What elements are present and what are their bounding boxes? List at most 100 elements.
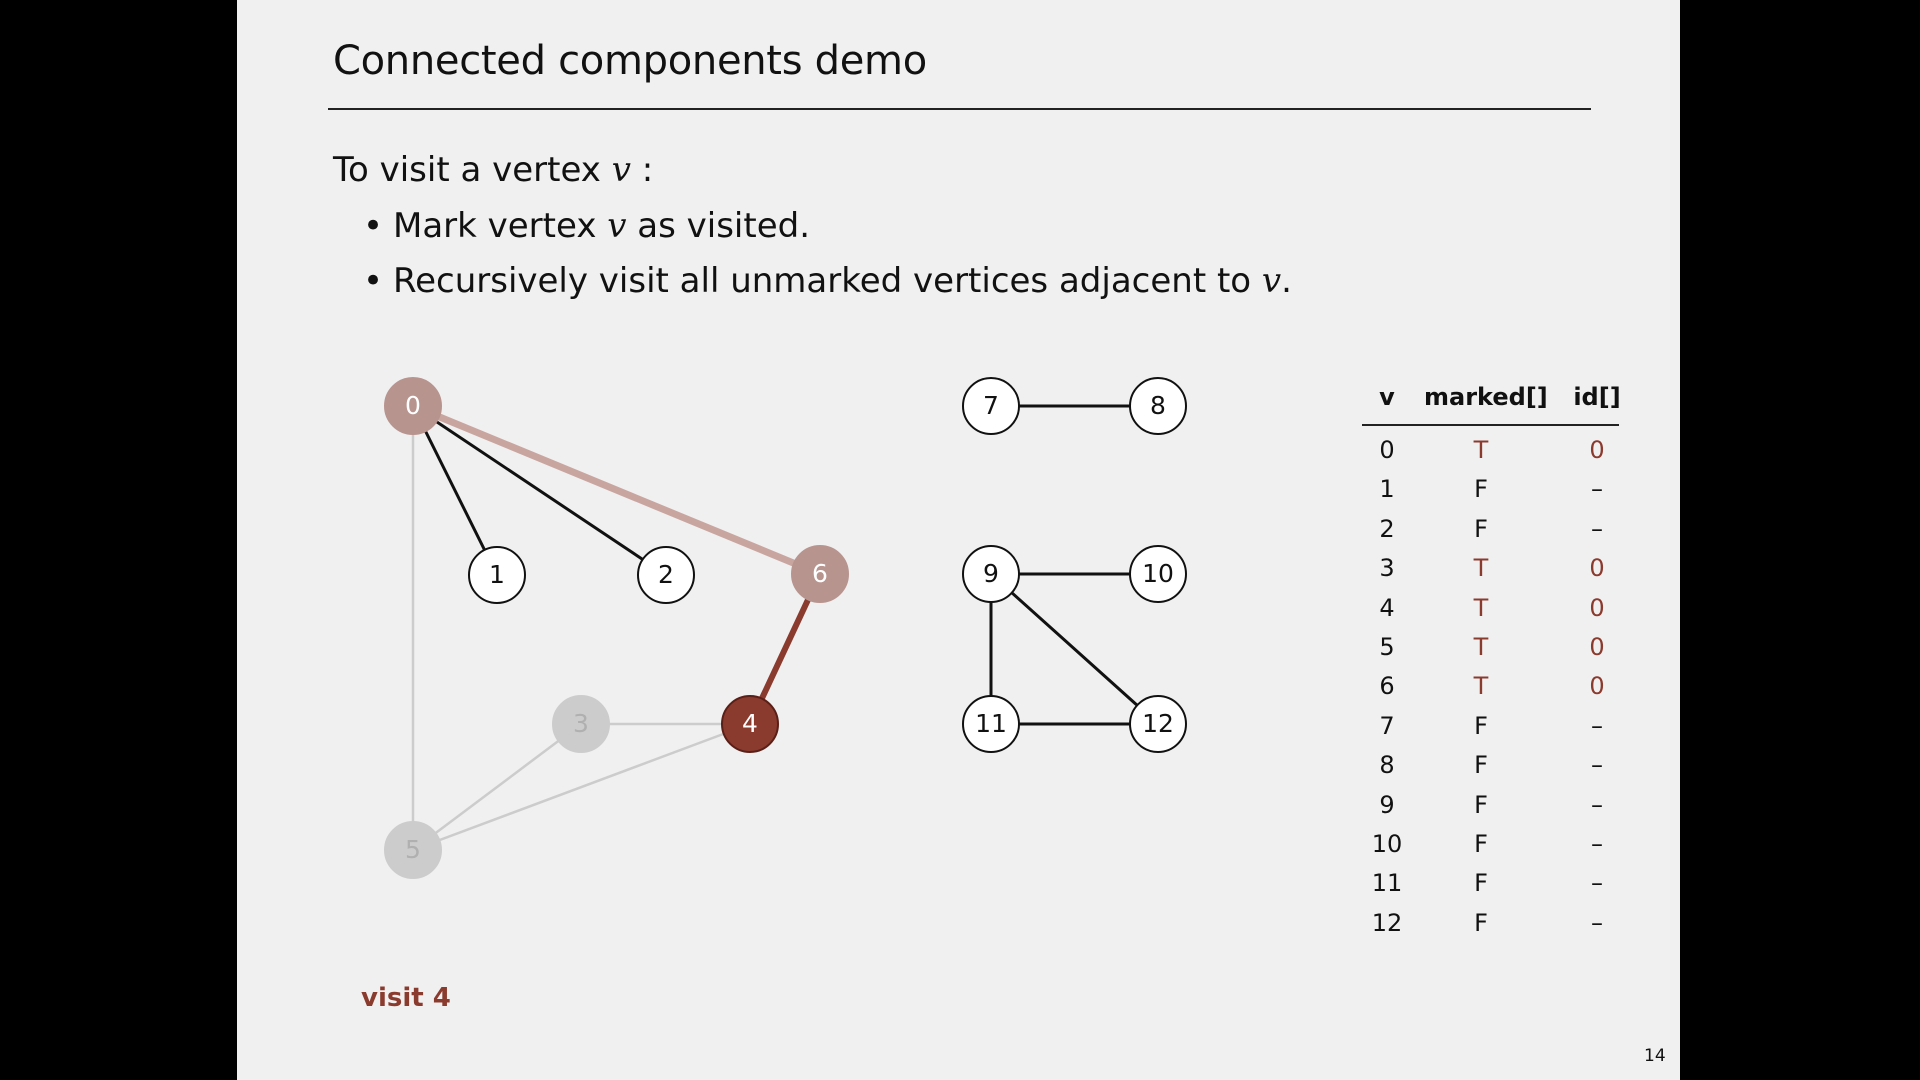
rule-intro: To visit a vertex v : — [333, 150, 653, 190]
vertex-label-3: 3 — [573, 709, 589, 738]
table-cell-v-6: 6 — [1379, 672, 1395, 701]
vertex-circle-11 — [962, 695, 1020, 753]
table-cell-v-12: 12 — [1371, 908, 1403, 937]
rule-intro-suffix: : — [630, 150, 654, 190]
bullet-mark-vertex: • Mark vertex v as visited. — [363, 206, 810, 246]
table-cell-marked-7: F — [1474, 711, 1488, 740]
vertex-0: 0 — [384, 377, 442, 435]
table-cell-v-11: 11 — [1371, 869, 1403, 898]
title-divider — [328, 108, 1591, 110]
table-cell-id-11: – — [1591, 869, 1603, 898]
edge-0-2 — [411, 404, 668, 577]
slide-title: Connected components demo — [333, 38, 927, 84]
table-cell-id-0: 0 — [1589, 436, 1605, 464]
vertex-circle-7 — [962, 377, 1020, 435]
edge-0-6 — [409, 402, 824, 578]
table-cell-marked-12: F — [1474, 908, 1488, 937]
table-header-id: id[] — [1573, 383, 1621, 411]
table-cell-marked-11: F — [1474, 869, 1488, 898]
table-header-v: v — [1379, 383, 1395, 411]
vertex-label-2: 2 — [658, 560, 674, 589]
table-cell-marked-3: T — [1473, 554, 1489, 583]
vertex-label-5: 5 — [405, 835, 421, 864]
vertex-circle-5 — [384, 821, 442, 879]
vertex-10: 10 — [1129, 545, 1187, 603]
table-cell-v-3: 3 — [1379, 554, 1395, 583]
table-cell-marked-8: F — [1474, 751, 1488, 780]
bullet-2-prefix: Recursively visit all unmarked vertices … — [393, 261, 1262, 301]
table-cell-id-12: – — [1591, 908, 1603, 937]
table-cell-marked-5: T — [1473, 633, 1489, 661]
rule-intro-prefix: To visit a vertex — [333, 150, 612, 190]
vertex-label-12: 12 — [1142, 709, 1174, 738]
vertex-label-0: 0 — [405, 391, 421, 420]
table-cell-v-2: 2 — [1379, 514, 1395, 543]
edge-9-12 — [989, 572, 1160, 726]
vertex-circle-1 — [468, 546, 526, 604]
vertex-1: 1 — [468, 546, 526, 604]
table-cell-marked-0: T — [1473, 436, 1489, 464]
table-cell-v-5: 5 — [1379, 633, 1395, 661]
vertex-8: 8 — [1129, 377, 1187, 435]
table-cell-marked-10: F — [1474, 830, 1488, 858]
bullet-point-2: • — [363, 261, 384, 301]
table-cell-id-2: – — [1591, 514, 1603, 543]
table-cell-marked-2: F — [1474, 514, 1488, 543]
page-number: 14 — [1644, 1046, 1666, 1066]
rule-intro-variable: v — [611, 150, 631, 190]
vertex-label-9: 9 — [983, 559, 999, 588]
vertex-label-8: 8 — [1150, 391, 1166, 420]
table-cell-id-7: – — [1591, 711, 1603, 740]
bullet-recursive-visit: • Recursively visit all unmarked vertices… — [363, 261, 1292, 301]
vertex-circle-9 — [962, 545, 1020, 603]
vertex-circle-2 — [637, 546, 695, 604]
vertex-label-6: 6 — [812, 559, 828, 588]
vertex-circle-8 — [1129, 377, 1187, 435]
vertex-circle-6 — [791, 545, 849, 603]
vertex-4: 4 — [721, 695, 779, 753]
table-cell-id-8: – — [1591, 751, 1603, 780]
edge-3-5 — [411, 722, 583, 852]
table-cell-v-7: 7 — [1379, 711, 1395, 740]
table-cell-id-6: 0 — [1589, 672, 1605, 701]
bullet-2-variable: v — [1261, 261, 1282, 301]
vertex-label-1: 1 — [489, 560, 505, 589]
vertex-label-10: 10 — [1142, 559, 1174, 588]
table-cell-v-9: 9 — [1379, 790, 1395, 819]
bullet-2-suffix: . — [1281, 261, 1292, 301]
bullet-1-variable: v — [607, 206, 627, 246]
vertex-label-7: 7 — [983, 391, 999, 420]
graph-edges — [409, 402, 1160, 852]
table-cell-marked-9: F — [1474, 790, 1488, 819]
vertex-11: 11 — [962, 695, 1020, 753]
status-text: visit 4 — [361, 983, 451, 1013]
table-header-marked: marked[] — [1424, 383, 1548, 411]
bullet-point-1: • — [363, 206, 384, 246]
vertex-circle-10 — [1129, 545, 1187, 603]
bullet-1-suffix: as visited. — [626, 206, 810, 246]
table-cell-id-3: 0 — [1589, 554, 1605, 583]
slide: Connected components demo To visit a ver… — [237, 0, 1680, 1080]
table-cell-v-4: 4 — [1379, 593, 1395, 622]
table-cell-id-4: 0 — [1589, 593, 1605, 622]
table-cell-id-5: 0 — [1589, 633, 1605, 661]
edge-4-5 — [411, 722, 752, 852]
table-cell-v-0: 0 — [1379, 436, 1395, 464]
vertex-circle-3 — [552, 695, 610, 753]
vertex-7: 7 — [962, 377, 1020, 435]
table-cell-marked-1: F — [1474, 475, 1488, 504]
table-cell-marked-6: T — [1473, 672, 1489, 701]
vertex-label-4: 4 — [742, 709, 758, 738]
vertex-6: 6 — [791, 545, 849, 603]
vertex-12: 12 — [1129, 695, 1187, 753]
table-cell-v-1: 1 — [1379, 475, 1395, 504]
edge-0-1 — [411, 404, 499, 577]
table-cell-id-1: – — [1591, 475, 1603, 504]
table-cell-v-10: 10 — [1371, 830, 1403, 858]
table-cell-marked-4: T — [1473, 593, 1489, 622]
table-cell-v-8: 8 — [1379, 751, 1395, 780]
table-cell-id-10: – — [1591, 830, 1603, 858]
vertex-label-11: 11 — [975, 709, 1007, 738]
